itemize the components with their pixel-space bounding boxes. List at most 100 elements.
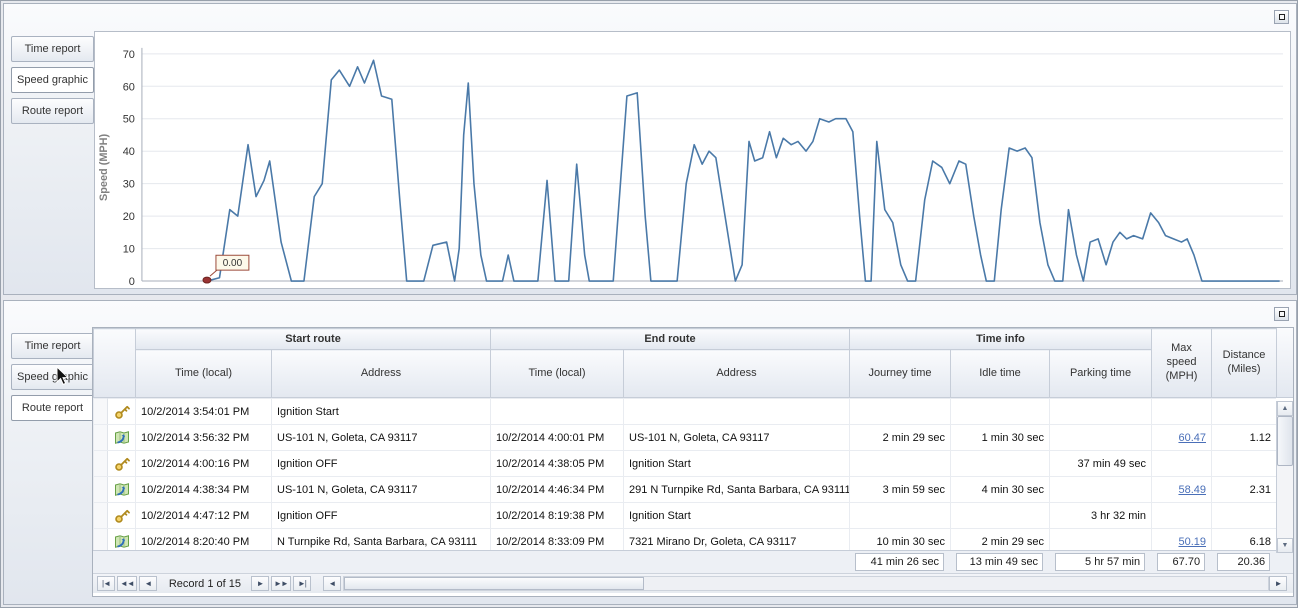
row-indicator	[93, 398, 108, 425]
cell-idle	[950, 450, 1050, 477]
cell-end-address	[623, 398, 850, 425]
horizontal-scrollbar[interactable]: ◄ ►	[322, 576, 1289, 591]
h-scroll-track[interactable]	[342, 576, 1269, 591]
cell-parking: 3 hr 32 min	[1049, 502, 1152, 529]
cell-end-time: 10/2/2014 8:19:38 PM	[490, 502, 624, 529]
collapse-bottom-panel-button[interactable]	[1274, 307, 1289, 321]
row-indicator	[93, 528, 108, 550]
cell-parking	[1049, 476, 1152, 503]
map-route-icon-glyph	[114, 534, 129, 548]
cell-end-address: US-101 N, Goleta, CA 93117	[623, 424, 850, 451]
ignition-key-icon	[107, 398, 136, 425]
column-header-max-speed[interactable]: Max speed (MPH)	[1151, 328, 1213, 398]
cell-start-time: 10/2/2014 8:20:40 PM	[135, 528, 272, 550]
row-indicator	[93, 476, 108, 503]
map-route-icon-glyph	[114, 482, 129, 496]
bottom-tab-speed-graphic[interactable]: Speed graphic	[11, 364, 94, 390]
route-icon	[107, 528, 136, 550]
cell-distance	[1211, 502, 1276, 529]
cell-parking	[1049, 398, 1152, 425]
cell-idle: 1 min 30 sec	[950, 424, 1050, 451]
band-time-info: Time info	[848, 328, 1153, 350]
cell-end-address: 291 N Turnpike Rd, Santa Barbara, CA 931…	[623, 476, 850, 503]
scroll-down-button[interactable]: ▼	[1277, 538, 1293, 553]
top-tab-list: Time report Speed graphic Route report	[11, 36, 94, 129]
summary-distance: 20.36	[1217, 553, 1271, 571]
prev-page-button[interactable]: ◄◄	[117, 576, 137, 591]
key-icon-glyph	[114, 457, 130, 471]
table-row[interactable]: 10/2/2014 8:20:40 PM N Turnpike Rd, Santa…	[93, 528, 1276, 550]
bottom-tab-list: Time report Speed graphic Route report	[11, 333, 94, 426]
y-tick-label: 20	[123, 211, 135, 223]
header-filler	[1276, 328, 1293, 398]
column-header-start-time[interactable]: Time (local)	[135, 349, 272, 398]
annotation-callout-line	[209, 269, 218, 277]
route-table-body: 10/2/2014 3:54:01 PM Ignition Start 10/2/…	[93, 398, 1276, 550]
max-speed-link[interactable]: 60.47	[1178, 431, 1206, 444]
column-header-start-address[interactable]: Address	[271, 349, 491, 398]
ignition-key-icon	[107, 502, 136, 529]
last-record-button[interactable]: ►|	[292, 576, 311, 591]
column-header-end-address[interactable]: Address	[623, 349, 850, 398]
collapse-top-panel-button[interactable]	[1274, 10, 1289, 24]
next-record-button[interactable]: ►	[251, 576, 269, 591]
row-indicator	[93, 424, 108, 451]
summary-idle-time: 13 min 49 sec	[956, 553, 1044, 571]
cell-parking	[1049, 528, 1152, 550]
h-scroll-left-button[interactable]: ◄	[322, 576, 341, 591]
cell-start-time: 10/2/2014 3:54:01 PM	[135, 398, 272, 425]
top-tab-speed-graphic[interactable]: Speed graphic	[11, 67, 94, 93]
cell-end-address: Ignition Start	[623, 502, 850, 529]
table-row[interactable]: 10/2/2014 4:00:16 PM Ignition OFF 10/2/201…	[93, 450, 1276, 477]
key-icon-glyph	[114, 405, 130, 419]
column-header-idle-time[interactable]: Idle time	[950, 349, 1050, 398]
cell-start-address: Ignition Start	[271, 398, 491, 425]
vertical-scrollbar[interactable]: ▲ ▼	[1276, 401, 1293, 553]
cell-end-time	[490, 398, 624, 425]
cell-max-speed: 60.47	[1151, 424, 1212, 451]
next-page-button[interactable]: ►►	[271, 576, 291, 591]
table-row[interactable]: 10/2/2014 3:54:01 PM Ignition Start	[93, 398, 1276, 425]
speed-chart-area: 0 10 20 30 40 50 60 70 Speed (MPH) 0.00	[94, 31, 1291, 289]
column-header-journey-time[interactable]: Journey time	[849, 349, 951, 398]
cell-max-speed: 58.49	[1151, 476, 1212, 503]
max-speed-link[interactable]: 58.49	[1178, 483, 1206, 496]
prev-record-button[interactable]: ◄	[138, 576, 157, 591]
row-indicator	[93, 450, 108, 477]
collapse-icon	[1278, 311, 1285, 317]
indicator-column-header	[93, 328, 136, 398]
cell-end-address: Ignition Start	[623, 450, 850, 477]
cell-parking	[1049, 424, 1152, 451]
cell-idle	[950, 398, 1050, 425]
h-scroll-right-button[interactable]: ►	[1269, 576, 1287, 591]
cell-idle: 2 min 29 sec	[950, 528, 1050, 550]
h-scroll-thumb[interactable]	[343, 577, 644, 590]
column-header-parking-time[interactable]: Parking time	[1048, 349, 1153, 398]
route-report-panel: Time report Speed graphic Route report S…	[3, 300, 1297, 605]
top-tab-time-report[interactable]: Time report	[11, 36, 94, 62]
cell-distance	[1211, 450, 1276, 477]
top-tab-route-report[interactable]: Route report	[11, 98, 94, 124]
table-row[interactable]: 10/2/2014 3:56:32 PM US-101 N, Goleta, CA…	[93, 424, 1276, 451]
max-speed-link[interactable]: 50.19	[1178, 535, 1206, 548]
y-tick-label: 30	[123, 179, 135, 191]
scrollbar-thumb[interactable]	[1277, 416, 1293, 466]
first-record-button[interactable]: |◄	[97, 576, 115, 591]
table-row[interactable]: 10/2/2014 4:38:34 PM US-101 N, Goleta, CA…	[93, 476, 1276, 503]
summary-max-speed: 67.70	[1157, 553, 1206, 571]
cell-start-address: N Turnpike Rd, Santa Barbara, CA 93111	[271, 528, 491, 550]
record-navigator: |◄ ◄◄ ◄ Record 1 of 15 ► ►► ►| ◄ ►	[93, 573, 1293, 593]
collapse-icon	[1278, 14, 1285, 20]
y-axis-label: Speed (MPH)	[98, 133, 110, 201]
column-header-distance[interactable]: Distance (Miles)	[1211, 328, 1278, 398]
bottom-tab-time-report[interactable]: Time report	[11, 333, 94, 359]
cell-end-time: 10/2/2014 4:46:34 PM	[490, 476, 624, 503]
column-header-end-time[interactable]: Time (local)	[490, 349, 624, 398]
scroll-up-button[interactable]: ▲	[1277, 401, 1293, 416]
table-row[interactable]: 10/2/2014 4:47:12 PM Ignition OFF 10/2/201…	[93, 502, 1276, 529]
speed-chart[interactable]: 0 10 20 30 40 50 60 70 Speed (MPH) 0.00	[95, 32, 1290, 288]
bottom-tab-route-report[interactable]: Route report	[11, 395, 94, 421]
cell-journey	[849, 450, 951, 477]
y-tick-label: 10	[123, 244, 135, 256]
cell-start-time: 10/2/2014 4:00:16 PM	[135, 450, 272, 477]
